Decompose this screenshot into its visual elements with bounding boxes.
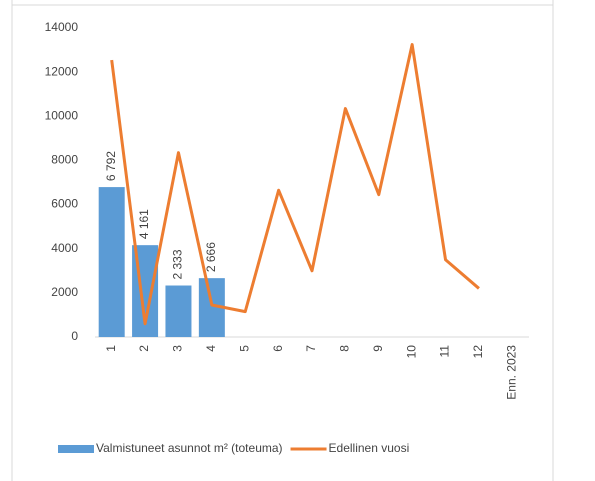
x-tick-label: 1 [104, 345, 118, 352]
bar [165, 285, 192, 337]
y-tick-label: 6000 [51, 197, 78, 211]
x-tick-label: 6 [271, 345, 285, 352]
data-label: 2 666 [204, 242, 218, 272]
x-tick-label: 2 [137, 345, 151, 352]
bar [98, 187, 125, 337]
line [110, 43, 480, 326]
x-tick-label: 11 [438, 345, 452, 358]
legend-label: Valmistuneet asunnot m² (toteuma) [96, 441, 283, 455]
y-tick-label: 8000 [51, 153, 78, 167]
x-tick-label: 8 [338, 345, 352, 352]
x-tick-label: Enn. 2023 [504, 345, 518, 400]
x-tick-label: 7 [304, 345, 318, 352]
y-tick-label: 14000 [45, 20, 79, 34]
y-tick-label: 12000 [45, 64, 79, 78]
y-tick-label: 2000 [51, 285, 78, 299]
y-tick-label: 10000 [45, 108, 79, 122]
x-tick-label: 3 [171, 345, 185, 352]
data-label: 2 333 [171, 249, 185, 279]
y-tick-label: 0 [71, 329, 78, 343]
legend-label: Edellinen vuosi [329, 441, 410, 455]
x-tick-label: 5 [237, 345, 251, 352]
x-tick-label: 10 [404, 345, 418, 359]
x-tick-label: 12 [471, 345, 485, 359]
data-label: 6 792 [104, 151, 118, 181]
data-label: 4 161 [137, 209, 151, 239]
y-tick-label: 4000 [51, 241, 78, 255]
legend-swatch [58, 445, 94, 453]
x-tick-label: 4 [204, 345, 218, 352]
x-tick-label: 9 [371, 345, 385, 352]
